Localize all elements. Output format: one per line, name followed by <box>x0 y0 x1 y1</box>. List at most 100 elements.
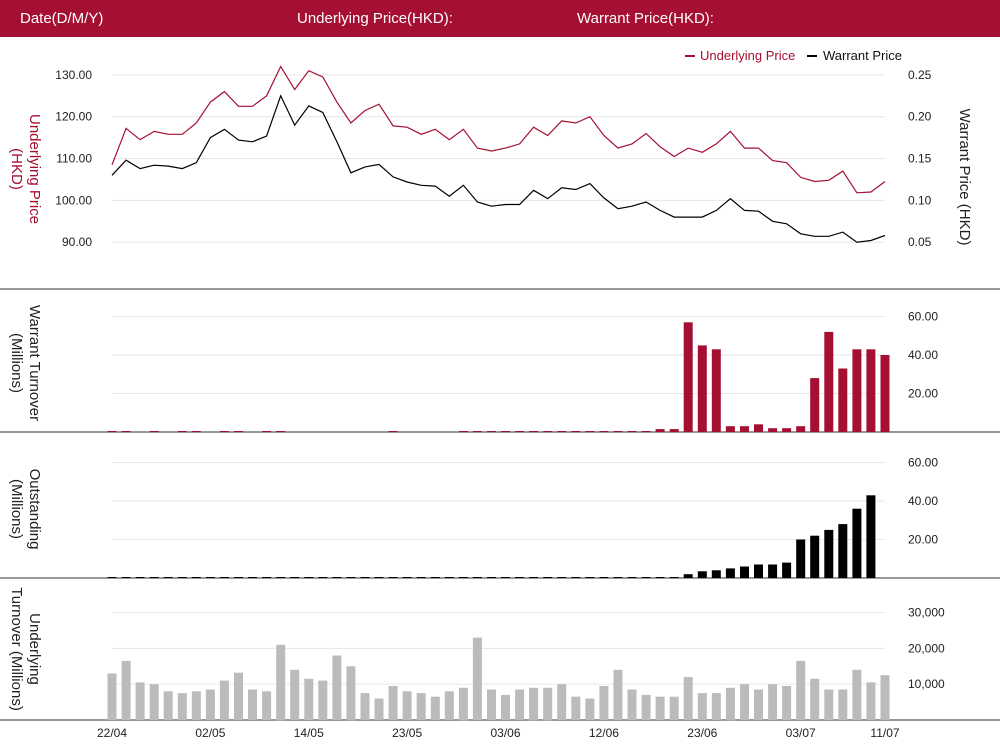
underlying-turnover-bar <box>543 687 553 721</box>
underlying-turnover-bar <box>824 689 834 720</box>
outstanding-bar <box>571 577 581 578</box>
outstanding-bar <box>655 577 665 578</box>
y-tick-label: 60.00 <box>908 310 938 324</box>
outstanding-bar <box>416 577 426 578</box>
warrant-turnover-bar <box>571 431 581 432</box>
underlying-turnover-bar <box>219 680 229 720</box>
outstanding-bar <box>388 577 398 578</box>
underlying-turnover-bar <box>487 689 496 720</box>
underlying-turnover-bar <box>754 689 763 720</box>
outstanding-bar <box>515 577 525 578</box>
outstanding-bar <box>529 577 539 578</box>
y-right-tick-label: 0.05 <box>908 235 932 249</box>
x-tick-label: 03/06 <box>491 726 521 740</box>
outstanding-bar <box>458 577 468 578</box>
underlying-turnover-bar <box>669 696 679 720</box>
warrant-turnover-bar <box>262 431 272 432</box>
outstanding-bar <box>163 577 173 578</box>
warrant-price-label: Warrant Price(HKD): <box>577 10 714 27</box>
warrant-turnover-bar <box>529 431 539 432</box>
outstanding-bar <box>149 577 159 578</box>
warrant-turnover-bar <box>824 331 834 432</box>
underlying-turnover-bar <box>234 672 243 720</box>
warrant-turnover-bar <box>191 431 201 432</box>
warrant-turnover-bar <box>725 426 735 432</box>
underlying-turnover-bar <box>388 686 398 720</box>
underlying-turnover-bar <box>866 682 876 720</box>
underlying-turnover-bar <box>458 687 468 721</box>
warrant-turnover-bar <box>487 431 496 432</box>
y-left-tick-label: 110.00 <box>56 152 92 166</box>
y-left-tick-label: 100.00 <box>55 193 92 207</box>
outstanding-bar <box>107 577 117 578</box>
underlying-turnover-bar <box>599 686 609 720</box>
outstanding-bar <box>599 577 609 578</box>
x-tick-label: 23/05 <box>392 726 422 740</box>
outstanding-bar <box>487 577 496 578</box>
x-tick-label: 12/06 <box>589 726 619 740</box>
outstanding-bar <box>683 574 693 578</box>
outstanding-bar <box>613 577 623 578</box>
outstanding-bar <box>360 577 370 578</box>
warrant-turnover-bar <box>810 378 820 432</box>
outstanding-bar <box>866 495 876 578</box>
underlying-turnover-bar <box>318 680 328 720</box>
y-right-tick-label: 0.20 <box>908 110 932 124</box>
underlying-turnover-bar <box>262 691 272 720</box>
underlying-turnover-bar <box>149 684 159 720</box>
warrant-turnover-bar <box>852 349 862 432</box>
y-tick-label: 20.00 <box>908 387 938 401</box>
underlying-turnover-bar <box>276 644 286 721</box>
warrant-turnover-bar <box>768 428 778 432</box>
underlying-turnover-bar <box>880 675 890 720</box>
underlying-turnover-bar <box>768 684 778 720</box>
warrant-turnover-bar <box>613 431 623 432</box>
outstanding-bar <box>346 577 356 578</box>
y-right-tick-label: 0.25 <box>908 68 932 82</box>
underlying-turnover-bar <box>332 655 342 720</box>
underlying-turnover-bar <box>346 666 356 721</box>
outstanding-bar <box>262 577 272 578</box>
warrant-turnover-bar <box>711 349 721 432</box>
warrant-turnover-bar <box>880 355 890 432</box>
outstanding-bar <box>248 577 257 578</box>
warrant-turnover-bar <box>501 431 510 432</box>
underlying-turnover-bar <box>501 694 510 720</box>
underlying-turnover-bar <box>810 678 820 720</box>
outstanding-bar <box>205 577 215 578</box>
y-right-tick-label: 0.10 <box>908 193 932 207</box>
warrant-turnover-bar <box>796 426 806 432</box>
underlying-turnover-bar <box>740 684 749 720</box>
outstanding-bar <box>234 577 243 578</box>
y-tick-label: 40.00 <box>908 494 938 508</box>
warrant-charts: 90.00 100.00 110.00 120.00 130.00 0.05 0.10 0.1… <box>0 48 1000 740</box>
warrant-turnover-bar <box>697 345 707 432</box>
warrant-turnover-bar <box>599 431 609 432</box>
outstanding-bar <box>641 577 651 578</box>
x-tick-label: 02/05 <box>195 726 225 740</box>
underlying-turnover-bar <box>444 691 454 720</box>
warrant-turnover-bar <box>515 431 525 432</box>
warrant-turnover-axis-label-line2: (Millions) <box>8 333 25 393</box>
outstanding-bar <box>557 577 567 578</box>
y-tick-label: 10,000 <box>908 677 945 691</box>
underlying-turnover-bar <box>163 691 173 720</box>
underlying-turnover-bar <box>472 637 482 720</box>
warrant-turnover-bar <box>838 368 848 432</box>
outstanding-bar <box>768 564 778 578</box>
warrant-turnover-bar <box>782 428 792 432</box>
outstanding-bar <box>177 577 187 578</box>
underlying-turnover-bar <box>107 673 117 720</box>
outstanding-bar <box>430 577 440 578</box>
warrant-turnover-bar <box>641 431 651 432</box>
warrant-turnover-bar <box>472 431 482 432</box>
underlying-turnover-bar <box>613 669 623 720</box>
outstanding-bar <box>318 577 328 578</box>
warrant-turnover-bar <box>458 431 468 432</box>
warrant-turnover-bar <box>866 349 876 432</box>
underlying-turnover-bar <box>585 698 595 720</box>
underlying-turnover-axis-label-line2: Turnover (Millions) <box>8 587 25 711</box>
warrant-turnover-bar <box>754 424 763 432</box>
outstanding-bar <box>754 564 763 578</box>
outstanding-bar <box>669 577 679 578</box>
